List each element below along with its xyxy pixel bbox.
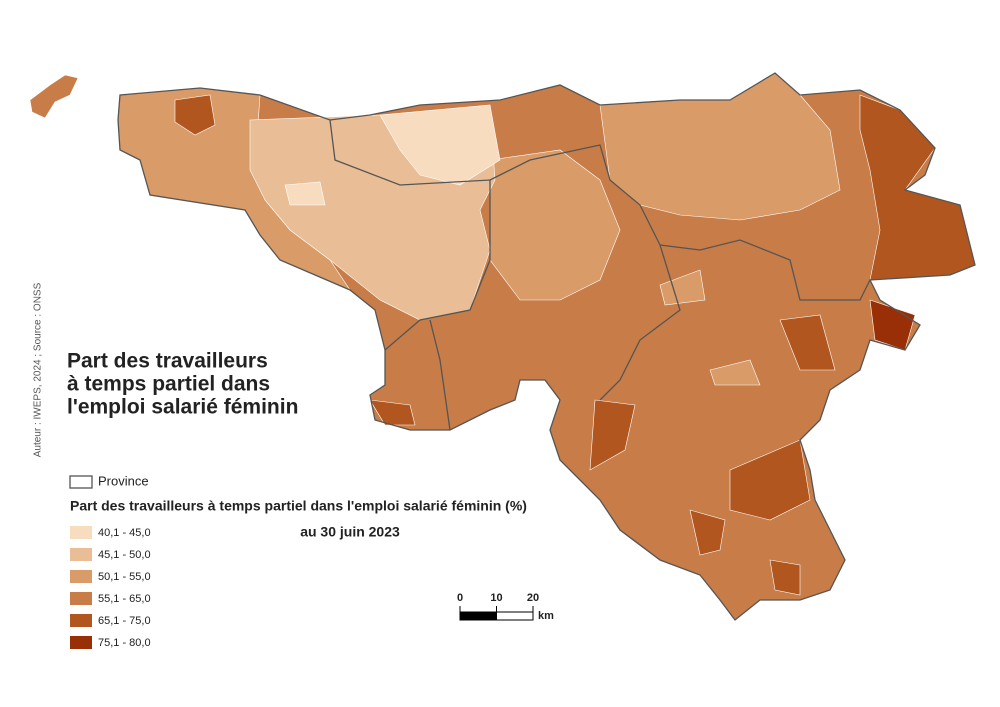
region-patch	[779, 314, 836, 371]
region-patch	[659, 269, 706, 306]
legend-label: 55,1 - 65,0	[98, 593, 151, 605]
region-patch	[369, 399, 416, 426]
legend-label: 50,1 - 55,0	[98, 571, 151, 583]
scale-segment	[496, 611, 534, 621]
legend-swatch	[70, 570, 92, 583]
legend-date: au 30 juin 2023	[300, 524, 400, 540]
region-patch	[769, 559, 801, 596]
legend: 40,1 - 45,0 45,1 - 50,0 50,1 - 55,0 55,1 - …	[70, 526, 151, 649]
scale-segment	[459, 611, 497, 621]
region-east	[859, 94, 976, 281]
region-west-dark	[174, 94, 216, 136]
province-border	[329, 119, 491, 351]
legend-swatch	[70, 592, 92, 605]
region-brabant-south	[489, 149, 621, 301]
region-light	[379, 104, 501, 186]
scale-unit: km	[538, 610, 554, 622]
region-light-2	[284, 181, 326, 206]
province-border	[489, 144, 871, 301]
region-patch	[729, 439, 811, 521]
scale-label: 10	[490, 592, 502, 604]
legend-label: 65,1 - 75,0	[98, 615, 151, 627]
province-outline	[117, 72, 976, 621]
region-patch	[689, 509, 726, 556]
legend-swatch	[70, 526, 92, 539]
legend-title: Part des travailleurs à temps partiel da…	[70, 498, 527, 514]
enclave	[29, 74, 79, 119]
province-border	[599, 244, 681, 401]
legend-province: Province	[98, 473, 149, 488]
map	[29, 72, 976, 621]
legend-label: 45,1 - 50,0	[98, 549, 151, 561]
region-patch	[709, 359, 761, 386]
province-swatch	[69, 475, 93, 489]
legend-swatch	[70, 614, 92, 627]
scale-label: 0	[457, 592, 463, 604]
scale-label: 20	[527, 592, 539, 604]
title-line: Part des travailleurs	[67, 350, 268, 373]
scale-bar: 0 10 20 km	[457, 592, 554, 622]
legend-swatch	[70, 548, 92, 561]
legend-label: 40,1 - 45,0	[98, 527, 151, 539]
region-patch	[589, 399, 636, 471]
title-line: à temps partiel dans	[67, 373, 270, 396]
title-line: l'emploi salarié féminin	[67, 396, 298, 419]
legend-swatch	[70, 636, 92, 649]
legend-label: 75,1 - 80,0	[98, 637, 151, 649]
province-border	[429, 319, 451, 431]
credit: Auteur : IWEPS, 2024 ; Source : ONSS	[33, 282, 44, 457]
